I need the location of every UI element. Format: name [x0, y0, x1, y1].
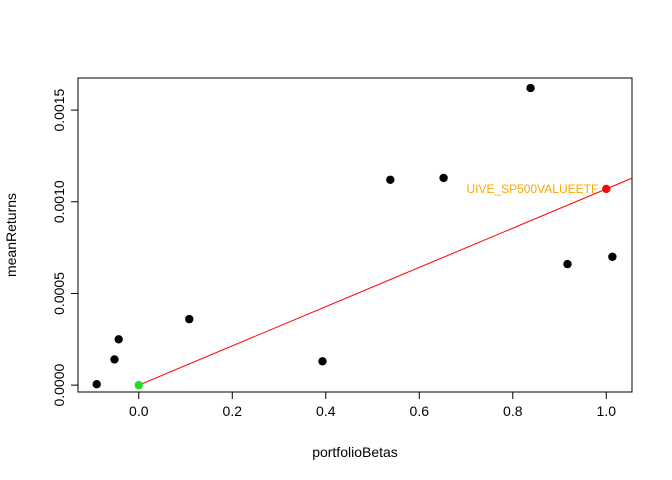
x-tick-label: 0.8: [503, 403, 523, 419]
x-tick-label: 0.2: [223, 403, 243, 419]
x-tick-label: 0.0: [129, 403, 149, 419]
y-axis: 0.0000 0.0005 0.0010 0.0015: [51, 88, 79, 407]
x-tick-label: 0.6: [410, 403, 430, 419]
data-point: [602, 184, 611, 194]
x-tick-label: 1.0: [597, 403, 617, 419]
data-point: [114, 335, 123, 344]
y-tick-label: 0.0015: [51, 88, 67, 131]
data-point: [439, 173, 448, 183]
y-tick-label: 0.0010: [51, 180, 67, 223]
point-annotation: UIVE_SP500VALUEETF: [466, 182, 598, 196]
data-point: [110, 355, 119, 364]
data-point: [563, 259, 572, 269]
x-tick-label: 0.4: [316, 403, 336, 419]
data-point: [134, 380, 143, 390]
data-point: [318, 357, 327, 366]
data-point: [386, 175, 395, 184]
plot-box: [77, 77, 633, 393]
regression-line: [138, 177, 633, 386]
reference-lines: [138, 177, 633, 386]
data-point: [608, 252, 617, 261]
x-axis-title: portfolioBetas: [312, 444, 398, 460]
data-point: [526, 83, 535, 93]
y-tick-label: 0.0005: [51, 272, 67, 315]
x-axis: 0.0 0.2 0.4 0.6 0.8 1.0: [129, 391, 617, 419]
data-points: [92, 83, 617, 390]
y-axis-title: meanReturns: [3, 193, 19, 277]
data-point: [185, 314, 194, 324]
data-point: [92, 380, 101, 389]
y-tick-label: 0.0000: [51, 364, 67, 407]
